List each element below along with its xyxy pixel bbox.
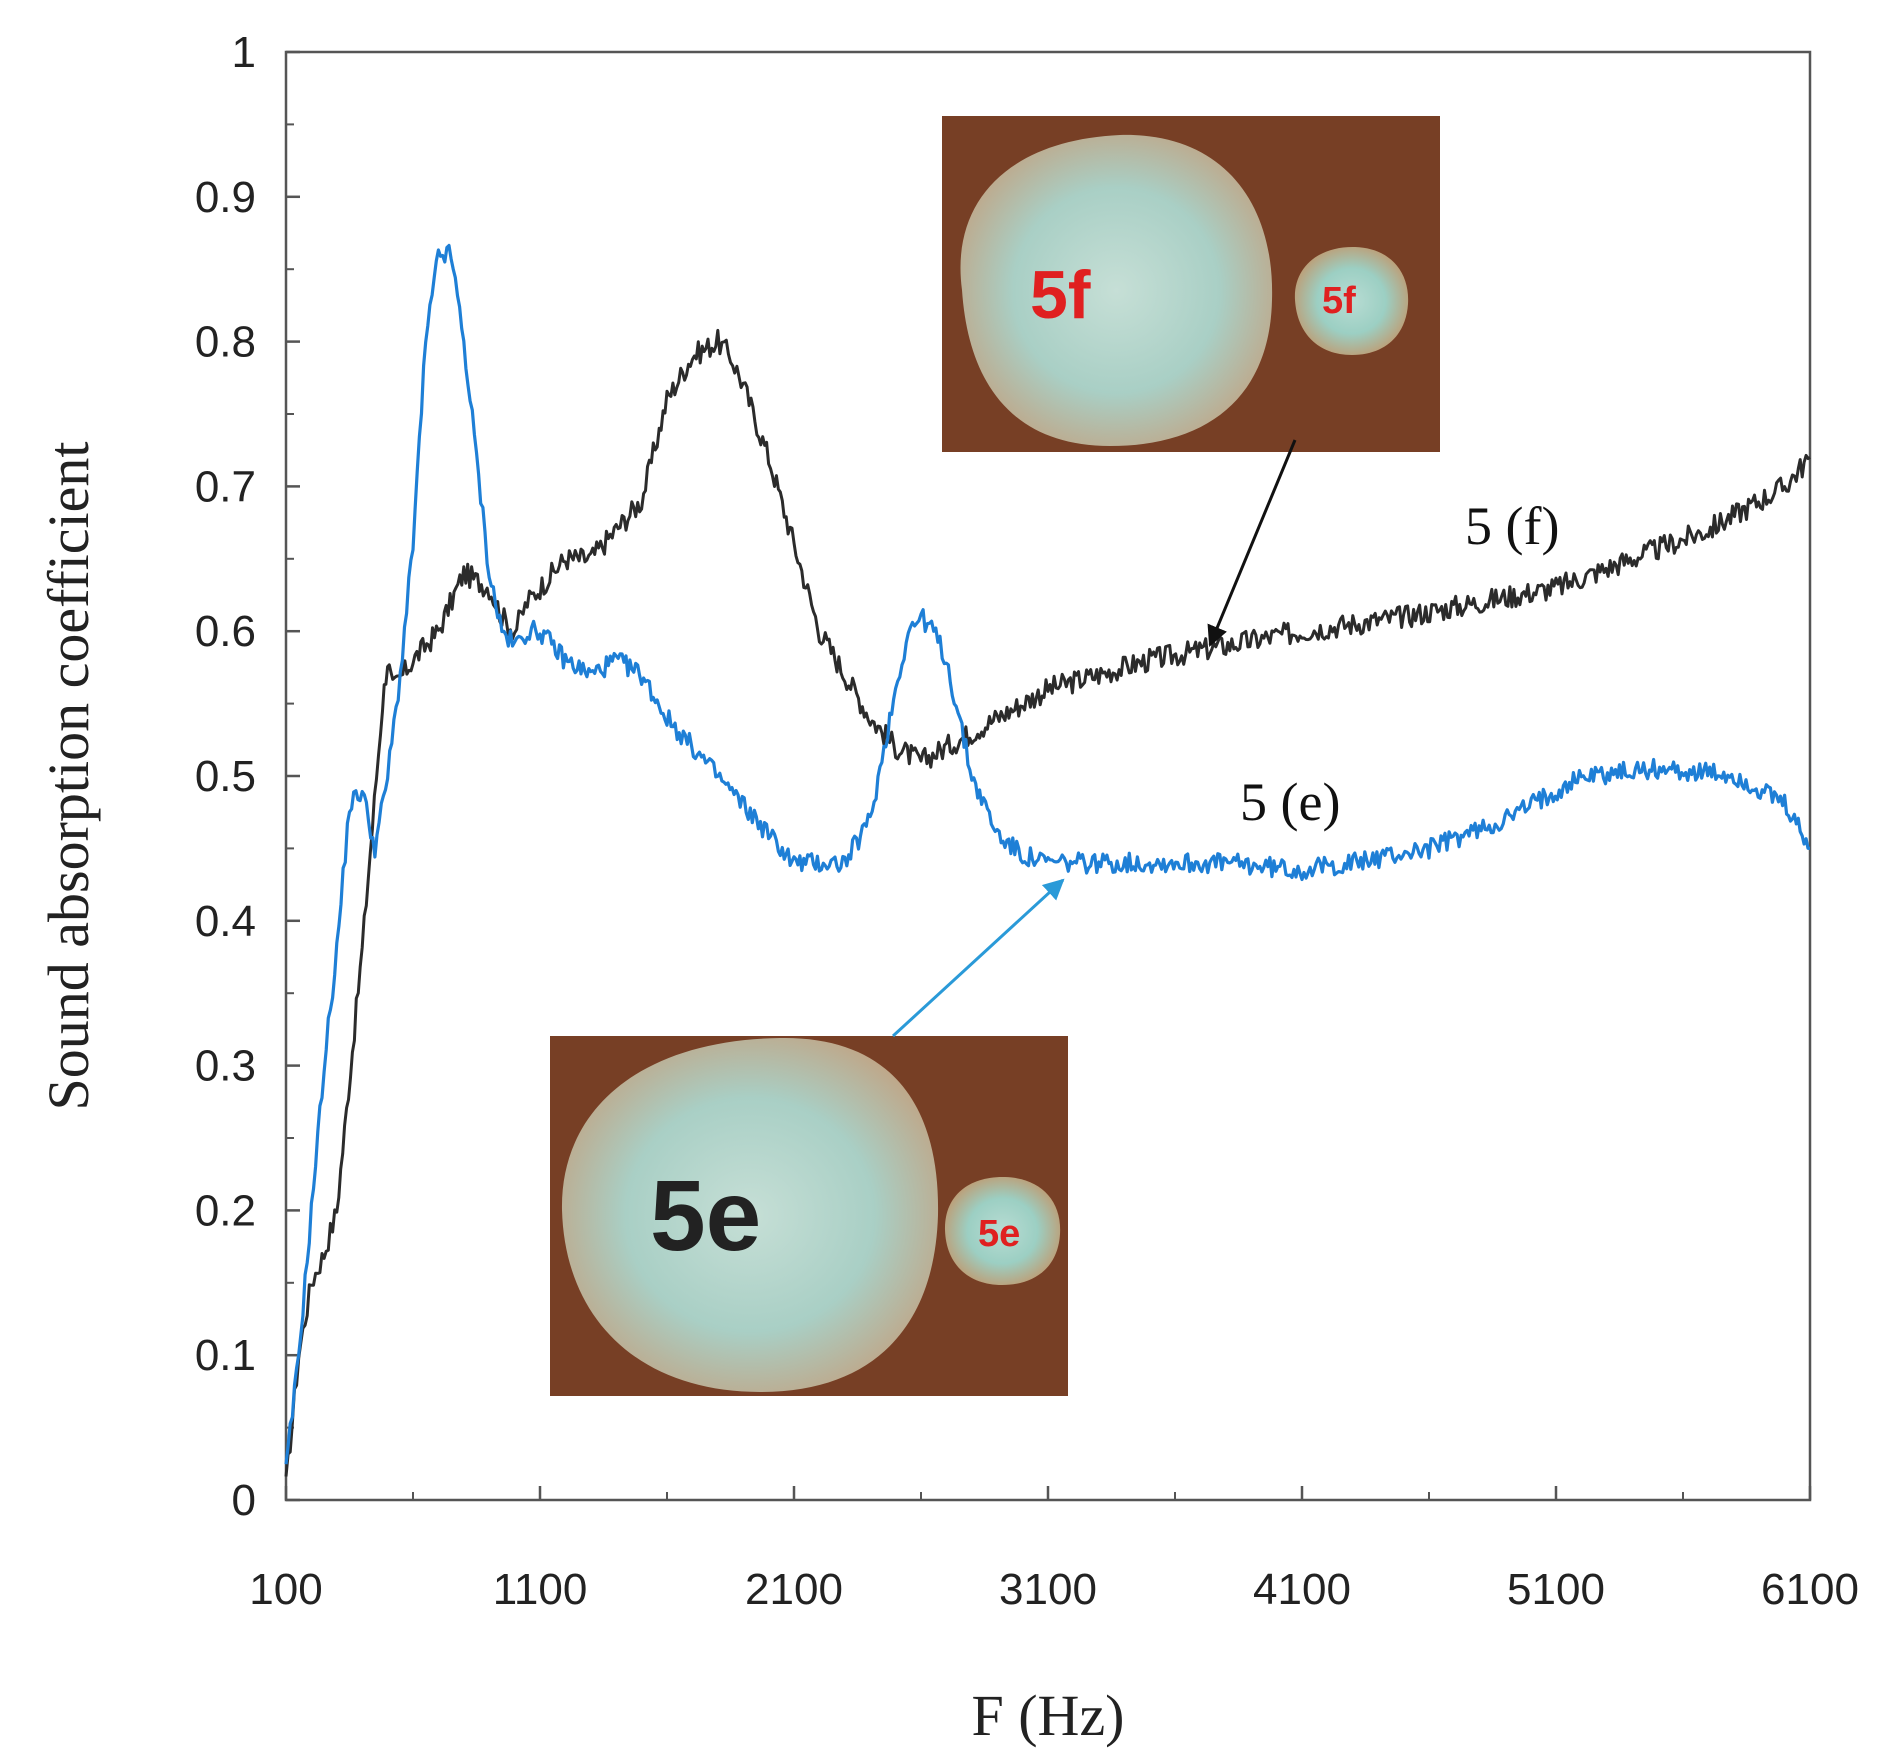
series-label-5e: 5 (e) xyxy=(1240,772,1340,832)
y-tick-label: 0.1 xyxy=(195,1331,256,1380)
sample-5e-photo: 5e 5e xyxy=(550,1036,1068,1396)
photo-label-5f-small: 5f xyxy=(1322,280,1356,322)
x-tick-label: 3100 xyxy=(999,1565,1097,1614)
arrow-5f xyxy=(1207,439,1297,647)
x-tick-label: 6100 xyxy=(1761,1565,1859,1614)
y-tick-label: 0.5 xyxy=(195,752,256,801)
y-tick-label: 0.6 xyxy=(195,607,256,656)
x-axis-title: F (Hz) xyxy=(971,1683,1124,1748)
x-tick-label: 100 xyxy=(249,1565,322,1614)
photo-label-5e-small: 5e xyxy=(978,1213,1020,1255)
y-tick-label: 0.4 xyxy=(195,897,256,946)
y-tick-label: 0.2 xyxy=(195,1186,256,1235)
photo-label-5f-large: 5f xyxy=(1030,257,1091,333)
x-tick-label: 5100 xyxy=(1507,1565,1605,1614)
arrow-5e xyxy=(891,878,1065,1038)
y-axis-ticks: 0 0.1 0.2 0.3 0.4 0.5 0.6 0.7 0.8 0.9 1 xyxy=(195,28,300,1525)
series-line-5e xyxy=(284,243,1811,1465)
y-axis-title: Sound absorption coefficient xyxy=(36,441,101,1110)
sample-5f-photo: 5f 5f xyxy=(942,116,1440,452)
y-tick-label: 1 xyxy=(232,28,256,77)
y-tick-label: 0 xyxy=(232,1476,256,1525)
series-label-5f: 5 (f) xyxy=(1465,496,1559,556)
x-tick-label: 2100 xyxy=(745,1565,843,1614)
y-tick-label: 0.9 xyxy=(195,173,256,222)
x-axis-ticks: 100 1100 2100 3100 4100 5100 6100 xyxy=(249,1486,1859,1614)
series-line-5f xyxy=(284,328,1811,1477)
y-tick-label: 0.3 xyxy=(195,1042,256,1091)
x-tick-label: 1100 xyxy=(493,1565,588,1614)
y-tick-label: 0.8 xyxy=(195,318,256,367)
x-tick-label: 4100 xyxy=(1253,1565,1351,1614)
photo-label-5e-large: 5e xyxy=(650,1160,761,1272)
y-tick-label: 0.7 xyxy=(195,462,256,511)
